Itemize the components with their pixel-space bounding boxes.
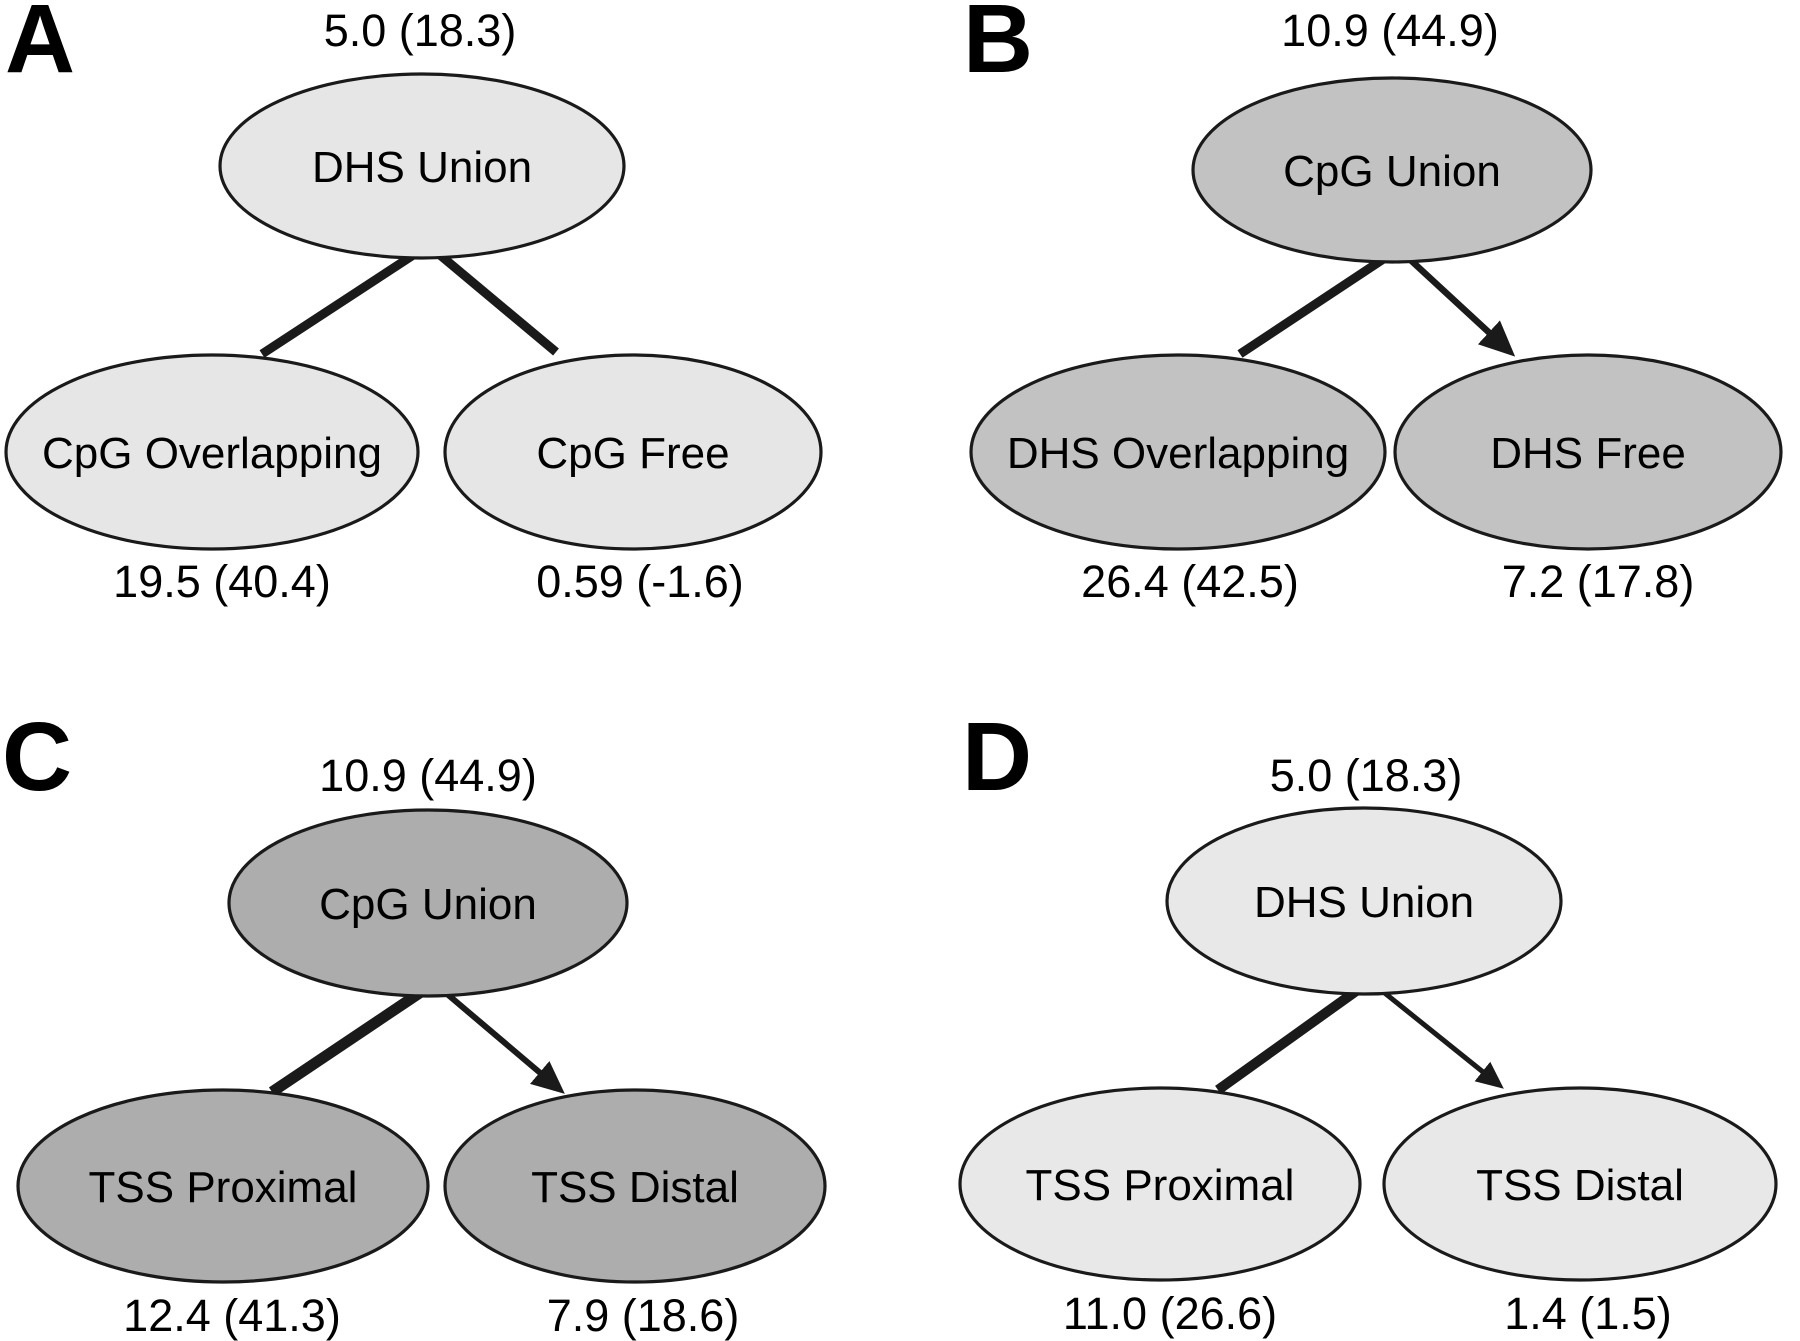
- panel-c-branch-right: [438, 985, 565, 1094]
- panel-b: B 10.9 (44.9) CpG Union DHS Overlapping …: [963, 0, 1783, 607]
- panel-d-child-right-value: 1.4 (1.5): [1504, 1288, 1672, 1339]
- panel-b-child-left-ellipse: [969, 353, 1387, 551]
- panel-d-root-label: DHS Union: [1254, 878, 1474, 927]
- panel-c-branch-left: [268, 981, 434, 1097]
- panel-d-child-left-value: 11.0 (26.6): [1063, 1288, 1277, 1339]
- panel-a-branch-left: [259, 244, 427, 358]
- panel-d-child-right-ellipse: [1382, 1086, 1778, 1282]
- panel-a-root-label: DHS Union: [312, 143, 532, 192]
- panel-a-child-left-ellipse: [4, 353, 420, 551]
- panel-a-letter: A: [5, 0, 75, 93]
- panel-c-child-left-value: 12.4 (41.3): [123, 1290, 341, 1341]
- panel-a-root-ellipse: [218, 72, 626, 260]
- panel-c-child-right-value: 7.9 (18.6): [547, 1290, 740, 1341]
- panel-b-branch-right: [1401, 251, 1516, 357]
- panel-c-child-left-ellipse: [16, 1088, 430, 1284]
- panel-a-branch-right: [431, 246, 559, 356]
- panel-d-child-right-label: TSS Distal: [1476, 1161, 1684, 1210]
- panel-d-root-ellipse: [1165, 806, 1563, 996]
- panel-b-root-ellipse: [1191, 76, 1593, 264]
- panel-d-root-value: 5.0 (18.3): [1270, 750, 1463, 801]
- panel-b-root-value: 10.9 (44.9): [1281, 5, 1499, 56]
- panel-c-child-right-label: TSS Distal: [531, 1163, 739, 1212]
- panel-c-child-left-label: TSS Proximal: [89, 1163, 358, 1212]
- panel-c-letter: C: [2, 702, 72, 811]
- panel-d-child-left-label: TSS Proximal: [1026, 1161, 1295, 1210]
- panel-c-root-value: 10.9 (44.9): [319, 750, 537, 801]
- panel-b-letter: B: [963, 0, 1033, 93]
- panel-c-root-label: CpG Union: [319, 880, 537, 929]
- panel-b-child-right-label: DHS Free: [1490, 429, 1686, 478]
- panel-a-child-left-value: 19.5 (40.4): [113, 556, 331, 607]
- panel-a: A 5.0 (18.3) DHS Union CpG Overlapping 1…: [4, 0, 823, 607]
- panel-b-child-left-value: 26.4 (42.5): [1081, 556, 1299, 607]
- panel-d: D 5.0 (18.3) DHS Union TSS Proximal 11.0…: [958, 702, 1778, 1339]
- panel-c-root-ellipse: [227, 808, 629, 998]
- panel-a-child-right-value: 0.59 (-1.6): [536, 556, 744, 607]
- panel-d-branch-right: [1374, 984, 1504, 1089]
- panel-a-child-right-label: CpG Free: [536, 429, 729, 478]
- panel-b-child-left-label: DHS Overlapping: [1007, 429, 1349, 478]
- panel-a-child-right-ellipse: [443, 353, 823, 551]
- panel-b-branch-left: [1237, 248, 1397, 358]
- panel-d-child-left-ellipse: [958, 1086, 1362, 1282]
- panel-d-branch-left: [1215, 979, 1369, 1095]
- panel-c: C 10.9 (44.9) CpG Union TSS Proximal 12.…: [2, 702, 827, 1341]
- panel-d-letter: D: [962, 702, 1032, 811]
- panel-a-root-value: 5.0 (18.3): [324, 5, 517, 56]
- panel-b-child-right-value: 7.2 (17.8): [1502, 556, 1695, 607]
- panel-b-root-label: CpG Union: [1283, 147, 1501, 196]
- panel-a-child-left-label: CpG Overlapping: [42, 429, 382, 478]
- panel-b-child-right-ellipse: [1393, 353, 1783, 551]
- panel-c-child-right-ellipse: [443, 1088, 827, 1284]
